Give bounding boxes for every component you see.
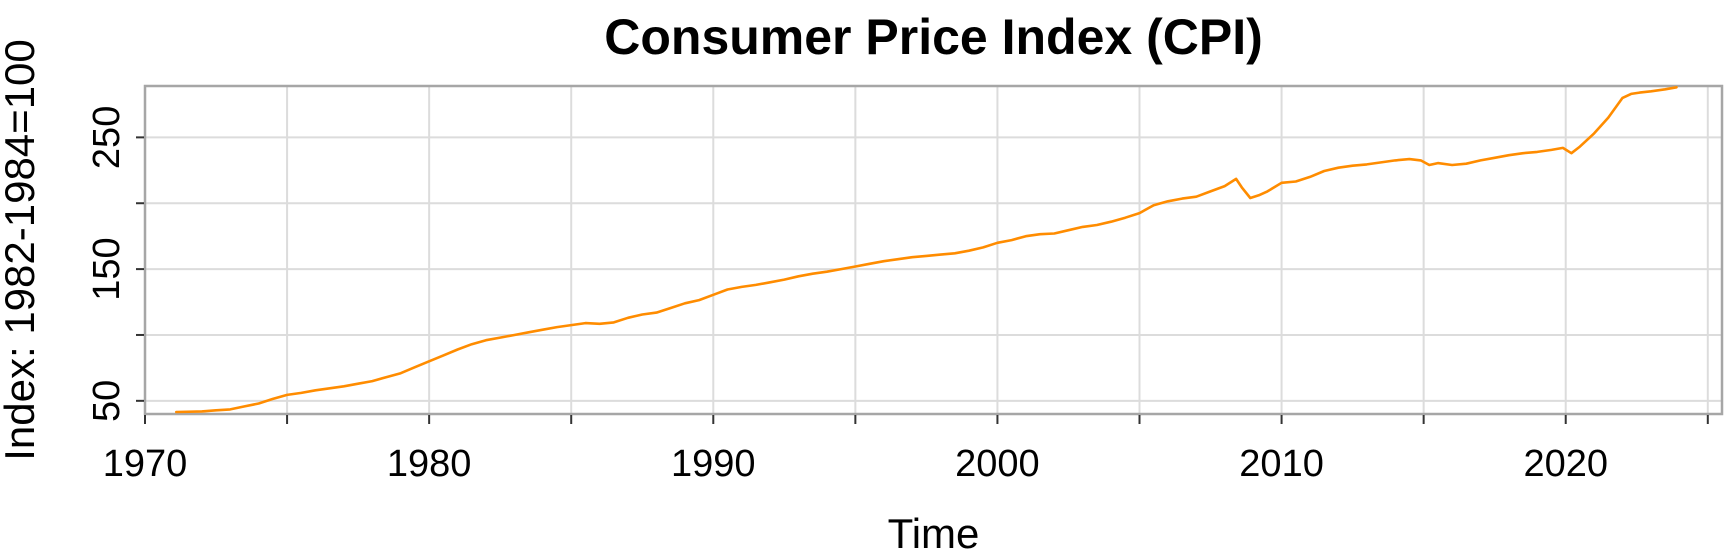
y-tick-label: 150 xyxy=(86,237,128,300)
x-tick-label: 2000 xyxy=(955,443,1040,485)
x-tick-label: 1970 xyxy=(103,443,188,485)
chart-title: Consumer Price Index (CPI) xyxy=(604,9,1263,65)
x-tick-label: 2010 xyxy=(1239,443,1324,485)
x-axis-label: Time xyxy=(888,510,980,557)
grid-lines xyxy=(144,86,1722,414)
y-tick-label: 50 xyxy=(86,380,128,422)
x-tick-label: 2020 xyxy=(1523,443,1608,485)
cpi-series-line xyxy=(175,86,1678,414)
x-tick-label: 1980 xyxy=(387,443,472,485)
x-tick-label: 1990 xyxy=(671,443,756,485)
y-axis-label: Index: 1982-1984=100 xyxy=(0,39,43,461)
series-layer xyxy=(175,86,1678,414)
plot-frame xyxy=(143,84,1724,416)
axis-layer: 1970 1980 1990 2000 2010 2020 50 150 250 xyxy=(86,106,1709,485)
y-tick-label: 250 xyxy=(86,106,128,169)
